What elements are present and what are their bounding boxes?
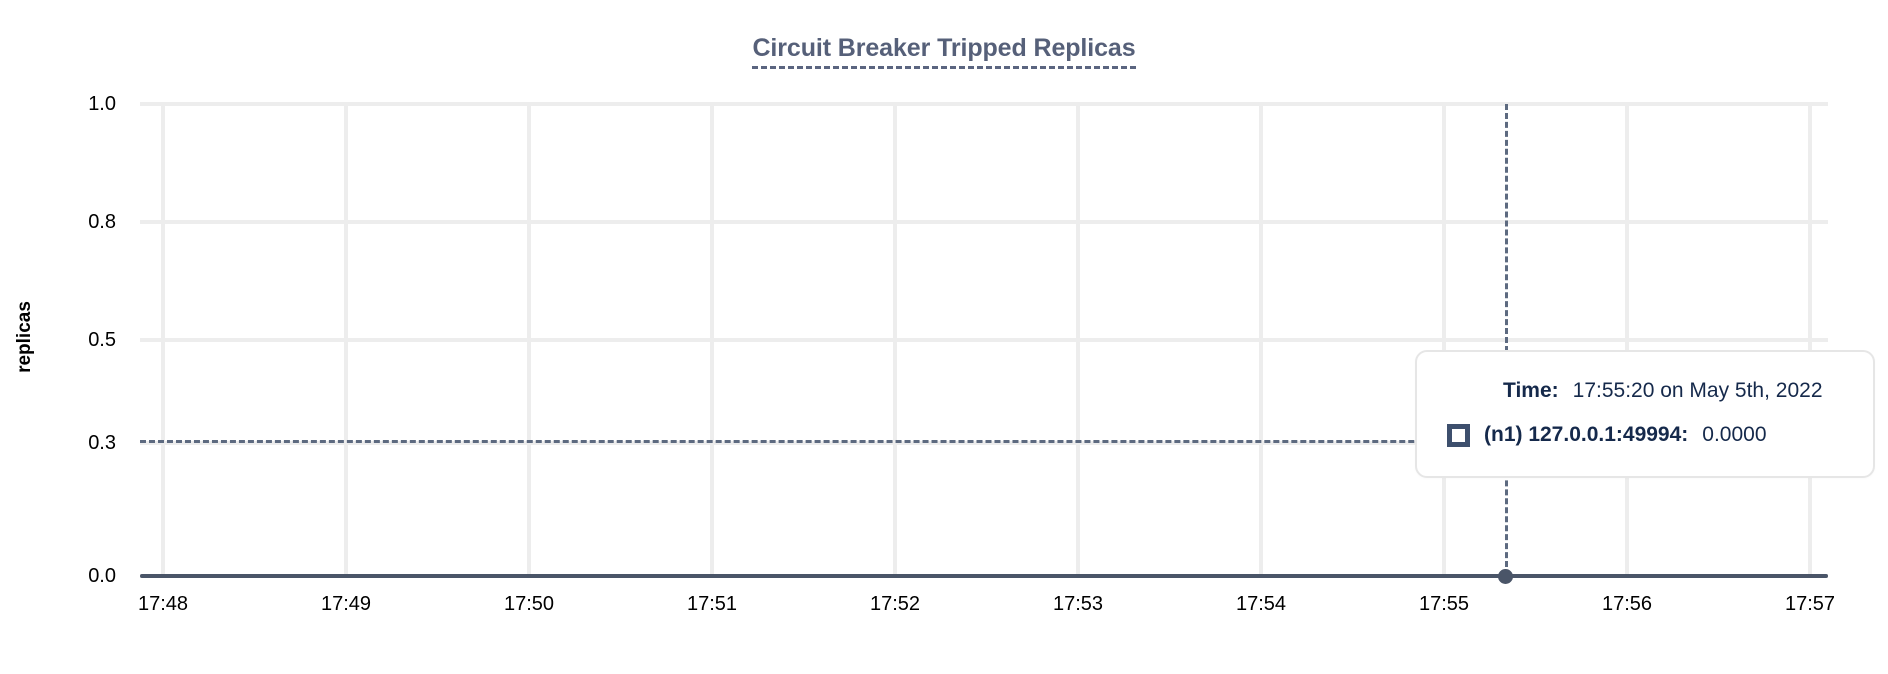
hover-tooltip: Time: 17:55:20 on May 5th, 2022 (n1) 127…	[1415, 350, 1875, 478]
x-axis-tick-label: 17:51	[686, 593, 738, 615]
gridline-vertical	[1442, 104, 1446, 576]
series-line-n1	[140, 574, 1828, 578]
x-axis-tick-label: 17:52	[869, 593, 921, 615]
tooltip-series-name: (n1) 127.0.0.1:49994:	[1484, 423, 1689, 446]
y-axis-tick-label: 0.8	[88, 211, 116, 233]
y-axis-title-text: replicas	[14, 301, 36, 373]
tooltip-time-row: Time: 17:55:20 on May 5th, 2022	[1443, 374, 1847, 408]
gridline-horizontal	[140, 220, 1828, 224]
crosshair-vertical-line	[1505, 104, 1508, 576]
gridline-vertical	[161, 104, 165, 576]
y-axis-title: replicas	[8, 0, 42, 674]
crosshair-horizontal-line	[140, 440, 1828, 443]
x-axis-tick-label: 17:48	[137, 593, 189, 615]
hover-data-point[interactable]	[1497, 568, 1513, 584]
y-axis-tick-label: 0.3	[88, 432, 116, 454]
gridline-vertical	[1259, 104, 1263, 576]
series-color-swatch-icon	[1447, 423, 1470, 447]
tooltip-time-value: 17:55:20 on May 5th, 2022	[1572, 379, 1823, 402]
gridline-vertical	[1808, 104, 1812, 576]
tooltip-series-value: 0.0000	[1702, 423, 1767, 446]
gridline-vertical	[344, 104, 348, 576]
y-axis-tick-label: 1.0	[88, 93, 116, 115]
x-axis-tick-label: 17:53	[1052, 593, 1104, 615]
plot-area[interactable]	[140, 102, 1828, 584]
tooltip-time-label: Time:	[1503, 379, 1559, 402]
x-axis-tick-label: 17:57	[1784, 593, 1836, 615]
gridline-horizontal	[140, 102, 1828, 106]
tooltip-series-row: (n1) 127.0.0.1:49994: 0.0000	[1443, 418, 1847, 452]
chart-title-text: Circuit Breaker Tripped Replicas	[752, 33, 1136, 69]
y-axis-tick-label: 0.0	[88, 565, 116, 587]
gridline-vertical	[527, 104, 531, 576]
x-axis-tick-label: 17:56	[1601, 593, 1653, 615]
x-axis-tick-label: 17:54	[1235, 593, 1287, 615]
gridline-horizontal	[140, 441, 1828, 445]
gridline-vertical	[1076, 104, 1080, 576]
gridline-horizontal	[140, 338, 1828, 342]
gridline-vertical	[1625, 104, 1629, 576]
chart-title: Circuit Breaker Tripped Replicas	[0, 33, 1888, 69]
x-axis-tick-label: 17:49	[320, 593, 372, 615]
y-axis-tick-label: 0.5	[88, 329, 116, 351]
gridline-vertical	[710, 104, 714, 576]
x-axis-tick-label: 17:55	[1418, 593, 1470, 615]
gridline-vertical	[893, 104, 897, 576]
x-axis-tick-label: 17:50	[503, 593, 555, 615]
